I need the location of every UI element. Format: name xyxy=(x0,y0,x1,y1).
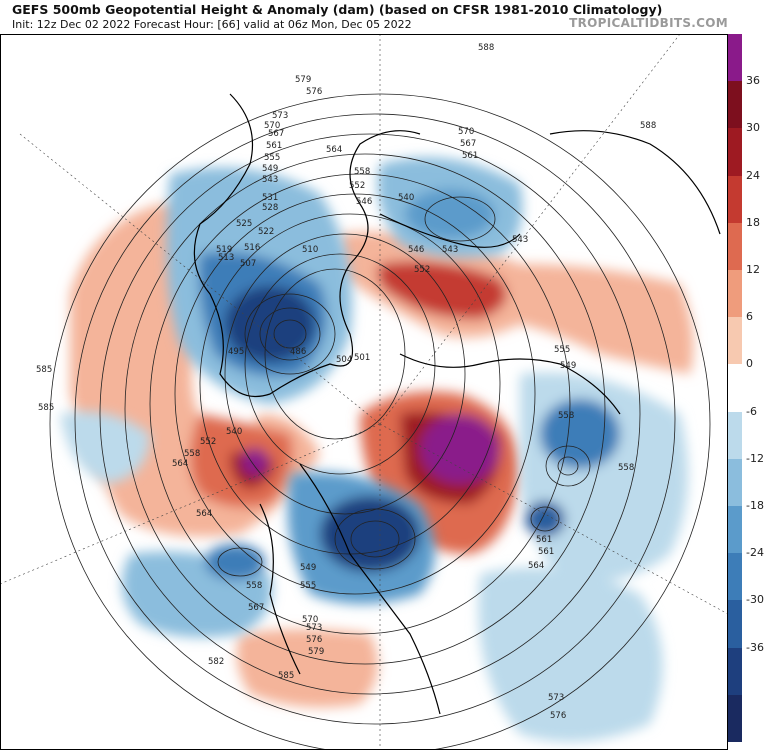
contour-label: 573 xyxy=(306,623,322,633)
contour-label: 540 xyxy=(226,427,242,437)
contour-label: 546 xyxy=(356,197,372,207)
contour-label: 585 xyxy=(36,365,52,375)
contour-label: 564 xyxy=(172,459,188,469)
contour-label: 585 xyxy=(38,403,54,413)
contour-label: 513 xyxy=(218,253,234,263)
hemisphere-map: 588 579 576 573 570 567 561 564 555 558 … xyxy=(0,34,728,750)
contour-label: 558 xyxy=(354,167,370,177)
contour-label: 486 xyxy=(290,347,306,357)
colorbar-label: -30 xyxy=(746,593,764,607)
contour-label: 573 xyxy=(548,693,564,703)
contour-label: 573 xyxy=(272,111,288,121)
contour-label: 561 xyxy=(462,151,478,161)
contour-label: 570 xyxy=(458,127,474,137)
colorbar-label: 36 xyxy=(746,74,760,88)
brand-watermark: TROPICALTIDBITS.COM xyxy=(569,16,728,30)
contour-label: 558 xyxy=(246,581,262,591)
anomaly-colorbar: 36 30 24 18 12 6 0 -6 -12 -18 -24 -30 -36 xyxy=(728,34,768,743)
contour-label: 561 xyxy=(536,535,552,545)
colorbar-label: -6 xyxy=(746,404,757,418)
colorbar-cell xyxy=(728,647,742,696)
contour-label: 576 xyxy=(306,87,322,97)
chart-title: GEFS 500mb Geopotential Height & Anomaly… xyxy=(12,2,663,17)
colorbar-label: -36 xyxy=(746,640,764,654)
contour-label: 579 xyxy=(295,75,311,85)
colorbar-cell xyxy=(728,175,742,224)
colorbar-label: 6 xyxy=(746,310,753,324)
contour-label: 564 xyxy=(528,561,544,571)
contour-label: 552 xyxy=(200,437,216,447)
contour-label: 561 xyxy=(538,547,554,557)
contour-label: 507 xyxy=(240,259,256,269)
contour-label: 570 xyxy=(302,615,318,625)
colorbar-cell xyxy=(728,270,742,318)
graticule xyxy=(0,34,728,750)
contour-label: 570 xyxy=(264,121,280,131)
contour-label: 516 xyxy=(244,243,260,253)
contour-label: 564 xyxy=(326,145,342,155)
colorbar-cell xyxy=(728,317,742,365)
colorbar-label: -24 xyxy=(746,546,764,560)
contour-label: 561 xyxy=(266,141,282,151)
contour-label: 585 xyxy=(278,671,294,681)
contour-label: 588 xyxy=(640,121,656,131)
colorbar-label: 0 xyxy=(746,357,753,371)
colorbar-cell xyxy=(728,128,742,177)
colorbar-cell xyxy=(728,364,742,413)
colorbar-label: 18 xyxy=(746,215,760,229)
contour-label: 558 xyxy=(618,463,634,473)
contour-label: 558 xyxy=(184,449,200,459)
contour-label: 543 xyxy=(442,245,458,255)
colorbar-label: -12 xyxy=(746,451,764,465)
contour-label: 564 xyxy=(196,509,212,519)
colorbar-cell xyxy=(728,34,742,82)
contour-label: 543 xyxy=(512,235,528,245)
contour-label: 567 xyxy=(460,139,476,149)
negative-anomaly-shading xyxy=(60,157,688,742)
contour-label: 531 xyxy=(262,193,278,203)
contour-label: 501 xyxy=(354,353,370,363)
contour-label: 576 xyxy=(550,711,566,721)
colorbar-label: 30 xyxy=(746,121,760,135)
contour-label: 576 xyxy=(306,635,322,645)
colorbar-cell xyxy=(728,553,742,601)
colorbar-label: -18 xyxy=(746,499,764,512)
contour-label: 582 xyxy=(208,657,224,667)
contour-label: 510 xyxy=(302,245,318,255)
colorbar-cell xyxy=(728,600,742,649)
contour-label: 522 xyxy=(258,227,274,237)
colorbar-cell xyxy=(728,458,742,507)
colorbar-cell xyxy=(728,694,742,743)
contour-label: 504 xyxy=(336,355,352,365)
contour-label: 546 xyxy=(408,245,424,255)
contour-label: 555 xyxy=(554,345,570,355)
contour-label: 552 xyxy=(414,265,430,275)
contour-label: 558 xyxy=(558,411,574,421)
contour-label: 567 xyxy=(268,129,284,139)
contour-label: 549 xyxy=(560,361,576,371)
contour-label: 555 xyxy=(264,153,280,163)
contour-label: 549 xyxy=(262,164,278,174)
colorbar-label: 24 xyxy=(746,168,760,182)
contour-label: 567 xyxy=(248,603,264,613)
contour-labels: 588 579 576 573 570 567 561 564 555 558 … xyxy=(36,43,656,721)
contour-label: 588 xyxy=(478,43,494,53)
contour-label: 549 xyxy=(300,563,316,573)
contour-label: 543 xyxy=(262,175,278,185)
contour-label: 552 xyxy=(349,181,365,191)
colorbar-cell xyxy=(728,506,742,554)
contour-label: 528 xyxy=(262,203,278,213)
init-line: Init: 12z Dec 02 2022 Forecast Hour: [66… xyxy=(12,18,412,31)
contour-label: 540 xyxy=(398,193,414,203)
contour-label: 525 xyxy=(236,219,252,229)
colorbar-cell xyxy=(728,411,742,460)
colorbar-cell xyxy=(728,222,742,271)
colorbar-cell xyxy=(728,81,742,129)
contour-label: 579 xyxy=(308,647,324,657)
contour-label: 555 xyxy=(300,581,316,591)
contour-label: 495 xyxy=(228,347,244,357)
contour-label: 519 xyxy=(216,245,232,255)
coastlines xyxy=(193,93,721,715)
colorbar-label: 12 xyxy=(746,263,760,276)
